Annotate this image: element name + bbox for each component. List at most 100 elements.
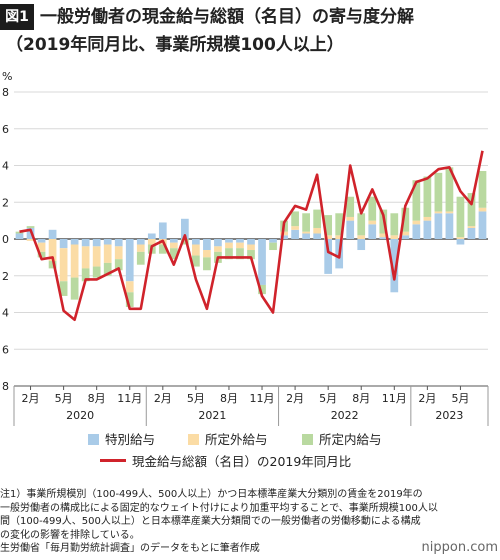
- bar-segment-special: [147, 233, 156, 239]
- x-month-label: 5月: [319, 392, 337, 405]
- bar-segment-overtime: [125, 281, 134, 293]
- bar-segment-overtime: [423, 216, 432, 221]
- note-line-2: 一般労働者の構成比による固定的なウェイト付けにより加重平均することで、事業所規模…: [0, 502, 438, 514]
- bar-segment-special: [368, 224, 377, 239]
- y-tick-label: 8: [2, 86, 9, 99]
- bar-segment-overtime: [313, 227, 321, 234]
- bar-segment-special: [203, 239, 211, 251]
- bar-segment-overtime: [114, 246, 123, 260]
- note-line-4: の変化の影響を排除している。: [0, 529, 140, 541]
- bar-segment-special: [48, 229, 57, 239]
- bar-segment-special: [114, 239, 123, 247]
- bar-segment-scheduled: [346, 196, 355, 217]
- bar-segment-special: [269, 239, 277, 243]
- bar-segment-overtime: [412, 220, 421, 225]
- bar-segment-scheduled: [357, 213, 366, 236]
- bar-segment-special: [302, 233, 310, 239]
- y-unit-label: %: [2, 70, 12, 83]
- legend-line-total-pay: [100, 459, 126, 462]
- bar-segment-overtime: [390, 235, 399, 239]
- bar-segment-scheduled: [158, 244, 167, 254]
- bar-segment-scheduled: [269, 242, 277, 251]
- figure-badge: 図1: [0, 4, 34, 30]
- bar-segment-scheduled: [203, 257, 211, 271]
- bar-segment-scheduled: [125, 292, 134, 307]
- bar-segment-overtime: [203, 250, 211, 258]
- bar-segment-overtime: [214, 246, 222, 252]
- bar-segment-scheduled: [114, 259, 123, 271]
- bar-segment-special: [192, 239, 200, 245]
- bar-segment-overtime: [335, 235, 344, 239]
- bar-segment-special: [357, 239, 366, 251]
- bar-segment-scheduled: [313, 209, 321, 228]
- bar-segment-overtime: [147, 239, 156, 245]
- y-tick-label: 8: [2, 380, 9, 393]
- legend-label-scheduled-pay: 所定内給与: [319, 432, 382, 447]
- bar-segment-scheduled: [423, 176, 432, 217]
- bar-segment-scheduled: [70, 277, 79, 300]
- bar-segment-special: [158, 222, 167, 239]
- bar-segment-special: [169, 239, 178, 243]
- bar-segment-overtime: [247, 244, 255, 251]
- bar-segment-scheduled: [92, 266, 101, 278]
- bar-segment-special: [346, 220, 355, 239]
- bar-segment-scheduled: [412, 180, 421, 221]
- bar-segment-special: [258, 239, 266, 285]
- note-line-3: 間（100-499人、500人以上）と日本標準産業大分類間での一般労働者の労働移…: [0, 516, 421, 527]
- x-month-label: 2月: [22, 392, 40, 405]
- bar-segment-special: [214, 239, 222, 247]
- bar-segment-special: [103, 239, 112, 245]
- bar-segment-overtime: [81, 246, 90, 269]
- bar-segment-special: [70, 239, 79, 245]
- bar-segment-scheduled: [236, 248, 244, 260]
- legend-label-total-pay: 現金給与総額（名目）の2019年同月比: [132, 454, 352, 469]
- bar-segment-scheduled: [401, 207, 410, 232]
- bar-segment-scheduled: [302, 213, 310, 232]
- bar-segment-special: [313, 233, 321, 239]
- contribution-chart: % 8 6 4 2 0 2 4 6 8 2月 5月 8月 11月 2月 5月 8月 11月 2月 5月 8月 11月 2月 5…: [2, 70, 489, 426]
- legend-item-overtime-pay: 所定外給与: [188, 432, 268, 448]
- bar-segment-overtime: [103, 244, 112, 263]
- total-pay-line: [19, 150, 484, 322]
- x-month-label: 8月: [352, 392, 370, 405]
- bar-segment-overtime: [59, 248, 68, 282]
- chart-subtitle: （2019年同月比、事業所規模100人以上）: [6, 35, 344, 55]
- bar-segment-overtime: [70, 244, 79, 278]
- bar-segment-special: [291, 229, 299, 239]
- bar-segment-scheduled: [225, 248, 233, 260]
- bar-segment-special: [136, 239, 145, 245]
- y-tick-label: 4: [2, 307, 9, 320]
- y-tick-label: 6: [2, 123, 9, 136]
- bar-segment-special: [423, 220, 432, 239]
- bar-segment-overtime: [192, 244, 200, 256]
- bar-segment-overtime: [346, 216, 355, 221]
- legend-label-special-pay: 特別給与: [105, 432, 156, 447]
- bar-segment-special: [181, 218, 189, 239]
- bar-segment-special: [280, 235, 288, 239]
- x-year-label: 2023: [435, 409, 463, 422]
- x-month-label: 2月: [418, 392, 436, 405]
- bar-segment-scheduled: [169, 248, 178, 260]
- bar-segment-scheduled: [291, 211, 299, 227]
- bar-segment-scheduled: [247, 250, 255, 260]
- legend-swatch-scheduled-pay: [302, 434, 313, 445]
- bar-segment-special: [445, 213, 454, 239]
- bar-segment-scheduled: [48, 261, 57, 269]
- bar-segment-scheduled: [103, 262, 112, 276]
- bar-segment-special: [434, 213, 443, 239]
- bar-segment-overtime: [37, 242, 46, 252]
- bar-segment-overtime: [478, 207, 487, 212]
- bar-segment-scheduled: [467, 193, 476, 227]
- x-year-label: 2022: [331, 409, 359, 422]
- bar-segment-overtime: [225, 242, 233, 249]
- x-month-label: 5月: [451, 392, 469, 405]
- y-tick-label: 6: [2, 343, 9, 356]
- bar-segment-overtime: [357, 235, 366, 239]
- bar-segment-scheduled: [335, 213, 344, 236]
- bar-segment-overtime: [26, 239, 35, 241]
- bar-segment-special: [478, 211, 487, 239]
- bar-segment-special: [412, 224, 421, 239]
- x-month-label: 2月: [286, 392, 304, 405]
- legend-item-total-pay-line: 現金給与総額（名目）の2019年同月比: [100, 454, 351, 470]
- x-month-label: 5月: [187, 392, 205, 405]
